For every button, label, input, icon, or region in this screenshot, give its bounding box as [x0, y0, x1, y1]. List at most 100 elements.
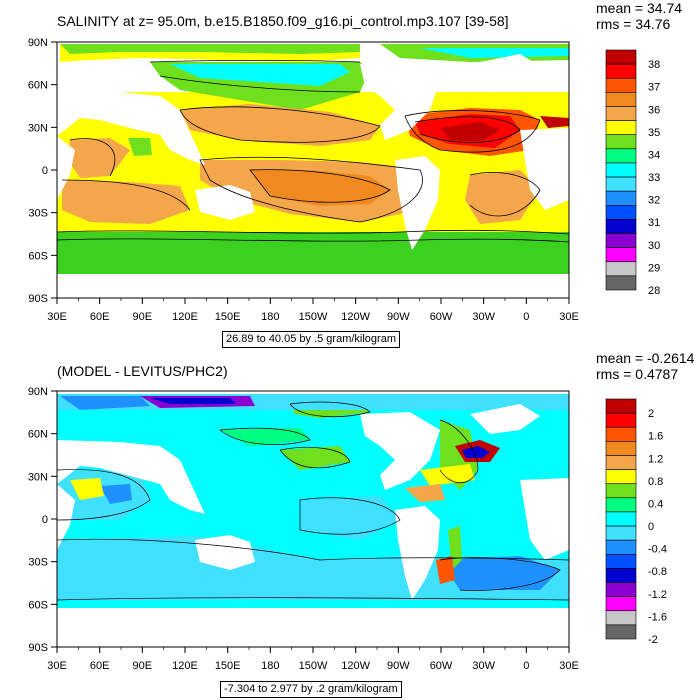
colorbar-swatch [605, 412, 637, 428]
panel1-north-america [360, 62, 440, 140]
panel1-contours [57, 60, 569, 243]
lon-label: 90W [387, 311, 410, 323]
lon-label: 90E [133, 660, 153, 672]
panel2-africa [520, 478, 569, 560]
panel1-southern-ocean [57, 232, 569, 274]
panel1-greenland [470, 54, 540, 84]
colorbar-swatch [605, 426, 637, 442]
lon-label: 30W [472, 660, 495, 672]
panel1-arabian [68, 138, 130, 178]
colorbar-label: 31 [648, 217, 660, 229]
panel1-npac-orange [180, 104, 380, 146]
panel1-rms: rms = 34.76 [596, 16, 671, 32]
colorbar-swatch [605, 624, 637, 640]
colorbar-swatch [605, 49, 637, 65]
panel2-npac-green2 [220, 428, 310, 446]
colorbar-label: 32 [648, 195, 660, 207]
lon-label: 60E [90, 311, 110, 323]
panel1-axes: 90N 60N 30N 0 30S 60S 90S 30E 60E 90E 120E 150E 180 1… [28, 37, 579, 323]
colorbar-swatch [605, 261, 637, 277]
lon-label: 0 [523, 660, 529, 672]
panel2-greenland [470, 404, 540, 434]
colorbar-label: -0.8 [648, 566, 667, 578]
lat-label: 90S [28, 293, 48, 305]
lat-label: 30S [28, 208, 48, 220]
lat-label: 60N [28, 429, 48, 441]
lat-label: 90S [28, 642, 48, 654]
colorbars: 38 37 36 35 34 33 32 31 30 29 28 2 1.6 1.2 0.8 0.4 0 -0.4… [605, 49, 667, 646]
lon-label: 150W [299, 660, 328, 672]
colorbar-label: 30 [648, 240, 660, 252]
lon-label: 30E [559, 311, 579, 323]
lat-label: 0 [42, 165, 48, 177]
lon-label: 90E [133, 311, 153, 323]
lon-label: 150W [299, 311, 328, 323]
colorbar-swatch [605, 92, 637, 107]
colorbar-label: 0.8 [648, 476, 663, 488]
lon-label: 150E [215, 311, 241, 323]
lon-label: 30E [47, 660, 67, 672]
panel2-asia [57, 440, 205, 514]
colorbar-label: 35 [648, 127, 660, 139]
panel1-australia [195, 185, 255, 220]
lat-label: 30S [28, 557, 48, 569]
lon-label: 180 [261, 311, 279, 323]
lon-label: 120E [172, 660, 198, 672]
panel2-contour-info: -7.304 to 2.977 by .2 gram/kilogram [220, 681, 402, 698]
panel1-contour-info: 26.89 to 40.05 by .5 gram/kilogram [222, 331, 400, 348]
colorbar-swatch [605, 162, 637, 178]
colorbar-swatch [605, 539, 637, 555]
lon-label: 60E [90, 660, 110, 672]
panel2-arctic-blue [60, 396, 150, 410]
lon-label: 90W [387, 660, 410, 672]
lon-label: 120W [341, 311, 370, 323]
colorbar-label: 37 [648, 82, 660, 94]
panel1-mean: mean = 34.74 [596, 0, 683, 16]
lat-label: 60N [28, 80, 48, 92]
colorbar-swatch [605, 77, 637, 93]
panel1-natl-darkred [440, 122, 500, 142]
colorbar-swatch [605, 596, 637, 612]
panel1-africa [520, 128, 569, 210]
colorbar-label: -1.6 [648, 611, 667, 623]
colorbar-label: -1.2 [648, 589, 667, 601]
panel2-arabian-yellow [70, 478, 104, 500]
panel2-pac-lightblue [300, 496, 400, 540]
colorbar-swatch [605, 219, 637, 234]
panel1-africa-east [57, 136, 75, 200]
panel2-satl-blue [440, 556, 560, 590]
lat-label: 90N [28, 386, 48, 398]
colorbar-label: 28 [648, 285, 660, 297]
colorbar-label: 29 [648, 262, 660, 274]
panel1-title: SALINITY at z= 95.0m, b.e15.B1850.f09_g1… [57, 13, 509, 29]
panel1-npac-cyan [170, 64, 350, 86]
colorbar-swatch [605, 511, 637, 527]
colorbar-swatch [605, 398, 637, 414]
panel1-map [57, 42, 569, 298]
lat-label: 0 [42, 514, 48, 526]
lon-label: 60W [430, 311, 453, 323]
lon-label: 30E [559, 660, 579, 672]
panel2-title: (MODEL - LEVITUS/PHC2) [57, 363, 228, 379]
colorbar-label: -2 [648, 634, 658, 646]
colorbar-swatch [605, 497, 637, 513]
panel1-colorbar: 38 37 36 35 34 33 32 31 30 29 28 [605, 49, 660, 297]
panel2-natl-blue [462, 446, 490, 458]
colorbar-swatch [605, 120, 637, 136]
colorbar-label: 2 [648, 408, 654, 420]
lon-label: 30E [47, 311, 67, 323]
colorbar-swatch [605, 204, 637, 220]
colorbar-swatch [605, 176, 637, 192]
colorbar-swatch [605, 233, 637, 248]
panel2-africa-east [57, 484, 75, 550]
panel2-brazil-red [436, 556, 455, 584]
panel2-bengal-blue [100, 484, 132, 504]
colorbar-label: 33 [648, 172, 660, 184]
colorbar-swatch [605, 275, 637, 291]
panel2-arctic-darkblue [150, 398, 236, 404]
lon-label: 60W [430, 660, 453, 672]
colorbar-swatch [605, 483, 637, 499]
lon-label: 120E [172, 311, 198, 323]
panel1-south-america [395, 156, 440, 250]
colorbar-label: 1.2 [648, 453, 663, 465]
